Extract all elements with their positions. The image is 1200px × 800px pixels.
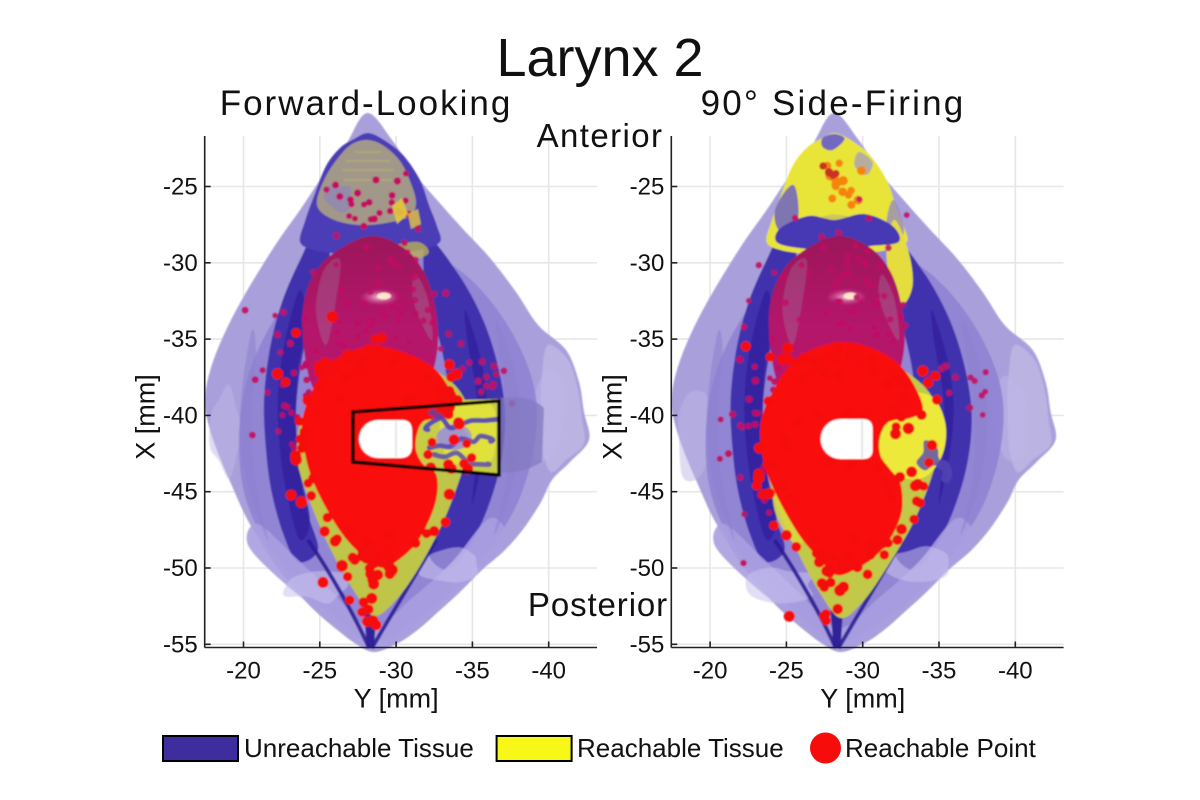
- svg-text:-50: -50: [163, 555, 198, 582]
- svg-text:-45: -45: [163, 479, 198, 506]
- svg-text:-35: -35: [922, 658, 957, 685]
- svg-text:Posterior: Posterior: [528, 586, 668, 623]
- svg-text:-45: -45: [630, 479, 665, 506]
- svg-text:-30: -30: [845, 658, 880, 685]
- svg-text:-25: -25: [302, 658, 337, 685]
- svg-text:-30: -30: [630, 250, 665, 277]
- svg-text:-35: -35: [163, 326, 198, 353]
- svg-text:-40: -40: [163, 402, 198, 429]
- svg-text:-40: -40: [531, 658, 566, 685]
- svg-text:90° Side-Firing: 90° Side-Firing: [701, 84, 966, 123]
- svg-text:-30: -30: [379, 658, 414, 685]
- svg-text:X [mm]: X [mm]: [597, 374, 627, 460]
- svg-text:-40: -40: [630, 402, 665, 429]
- svg-text:-25: -25: [163, 174, 198, 201]
- svg-text:-20: -20: [693, 658, 728, 685]
- svg-text:-20: -20: [226, 658, 261, 685]
- svg-text:Unreachable Tissue: Unreachable Tissue: [244, 733, 474, 763]
- svg-text:-50: -50: [630, 555, 665, 582]
- svg-text:Y [mm]: Y [mm]: [354, 684, 439, 714]
- svg-text:-35: -35: [630, 326, 665, 353]
- svg-text:-25: -25: [630, 174, 665, 201]
- svg-text:Reachable Point: Reachable Point: [845, 733, 1037, 763]
- svg-text:-55: -55: [630, 631, 665, 658]
- svg-text:-55: -55: [163, 631, 198, 658]
- svg-text:X [mm]: X [mm]: [131, 374, 161, 460]
- svg-text:Larynx 2: Larynx 2: [496, 28, 703, 88]
- svg-text:-25: -25: [769, 658, 804, 685]
- svg-text:Y [mm]: Y [mm]: [820, 684, 905, 714]
- svg-text:-40: -40: [998, 658, 1033, 685]
- svg-text:-35: -35: [455, 658, 490, 685]
- svg-text:Forward-Looking: Forward-Looking: [220, 84, 513, 123]
- svg-text:Reachable Tissue: Reachable Tissue: [577, 733, 784, 763]
- svg-text:-30: -30: [163, 250, 198, 277]
- svg-text:Anterior: Anterior: [537, 117, 664, 154]
